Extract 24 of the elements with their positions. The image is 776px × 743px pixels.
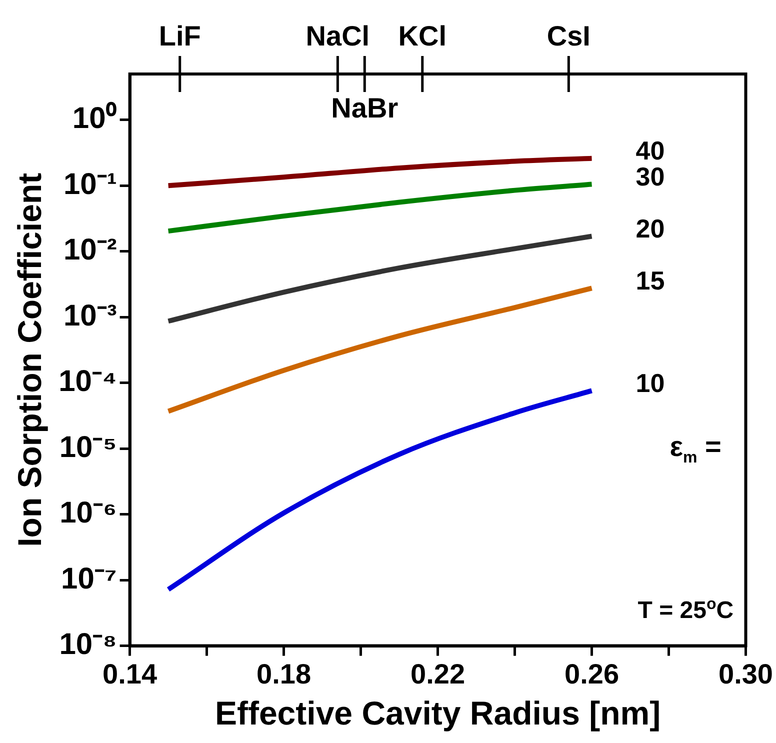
ref-line-label: LiF	[158, 20, 201, 52]
x-tick-label: 0.22	[410, 658, 466, 690]
series-label: 20	[636, 213, 665, 244]
y-tick-label: 10⁻⁶	[60, 496, 117, 530]
y-tick-label: 10⁰	[72, 101, 117, 136]
ref-line-label: NaBr	[331, 92, 398, 124]
y-tick-label: 10⁻²	[63, 234, 117, 267]
x-tick-label: 0.30	[718, 658, 773, 690]
series-label: 15	[636, 265, 665, 296]
x-tick-label: 0.18	[256, 658, 312, 690]
series-label: 10	[636, 368, 665, 398]
annotation: T = 25$^{o}$C	[638, 596, 734, 625]
y-axis-title: Ion Sorption Coefficient	[10, 172, 48, 547]
x-tick-label: 0.26	[564, 658, 620, 690]
y-tick-label: 10⁻⁵	[59, 430, 117, 464]
ref-line-label: KCl	[398, 20, 446, 52]
x-axis-title: Effective Cavity Radius [nm]	[214, 694, 661, 732]
y-tick-label: 10⁻⁴	[58, 365, 117, 398]
y-tick-label: 10⁻⁷	[61, 562, 117, 596]
ref-line-label: NaCl	[306, 20, 370, 52]
y-tick-label: 10⁻¹	[63, 168, 117, 201]
legend-title: ε$_{m}$ =	[670, 430, 722, 468]
ref-line-label: CsI	[546, 20, 590, 52]
y-tick-label: 10⁻³	[63, 299, 117, 332]
